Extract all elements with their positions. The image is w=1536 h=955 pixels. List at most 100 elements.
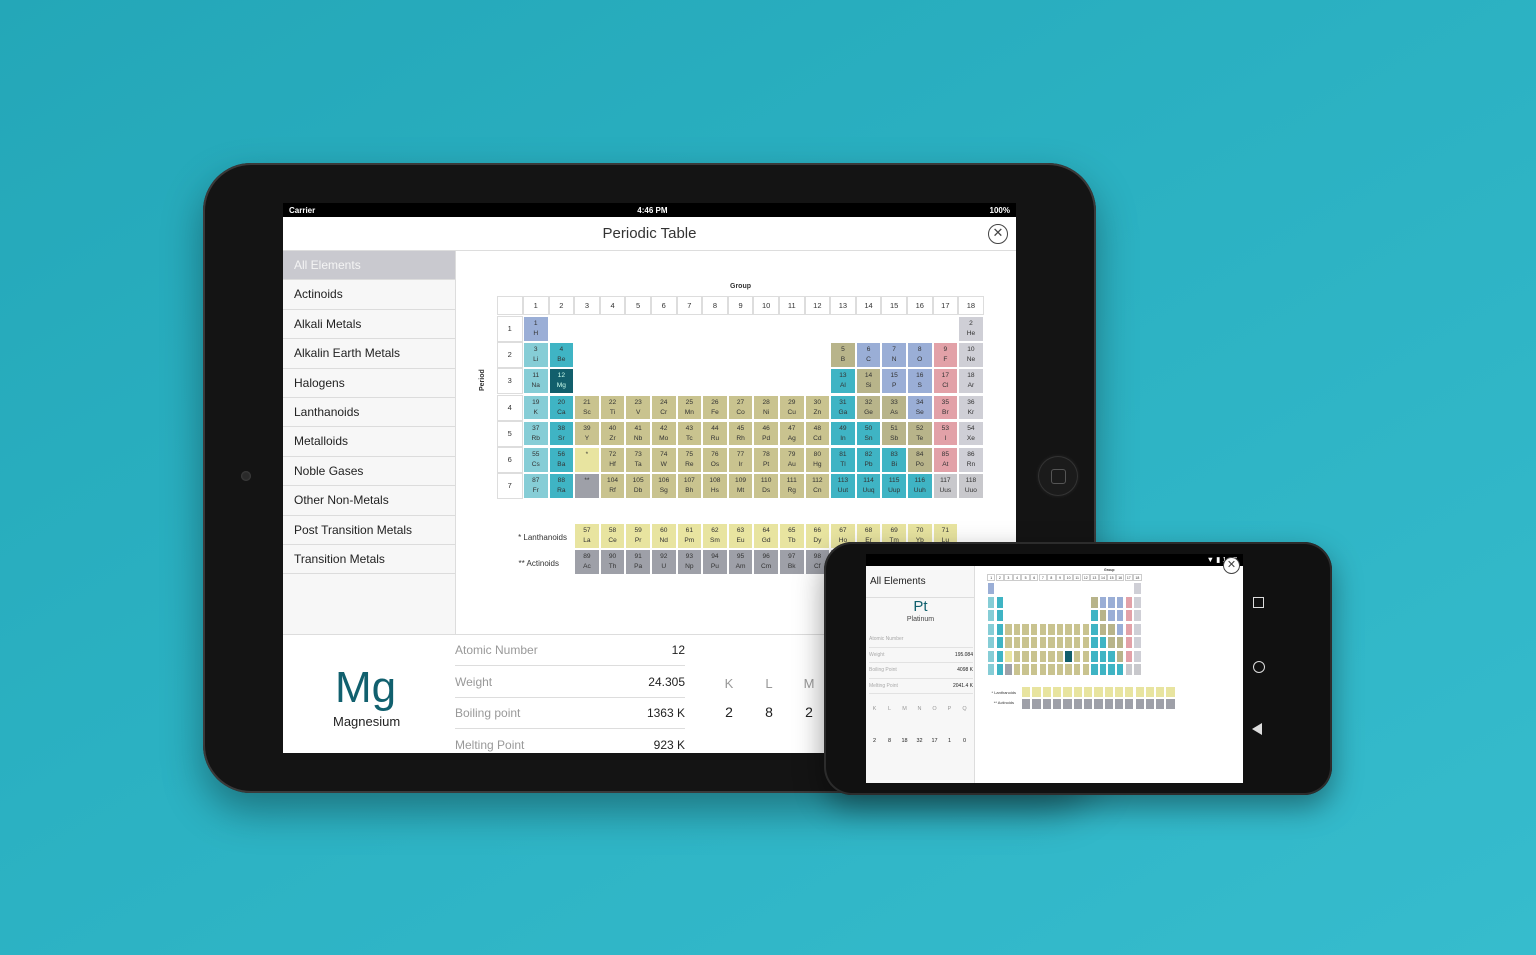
- element-cell-i[interactable]: 53 I: [932, 420, 959, 447]
- element-cell-ti[interactable]: 22 Ti: [599, 394, 626, 421]
- phone-element-cell[interactable]: [995, 622, 1004, 636]
- phone-element-cell[interactable]: [1107, 636, 1116, 649]
- element-cell-he[interactable]: 2 He: [958, 316, 984, 342]
- phone-lanthanoid-cell[interactable]: [1093, 686, 1104, 698]
- element-cell-rh[interactable]: 45 Rh: [727, 420, 754, 447]
- phone-element-cell[interactable]: [1055, 622, 1065, 636]
- phone-element-cell[interactable]: [1107, 595, 1116, 609]
- element-cell-au[interactable]: 79 Au: [779, 447, 805, 473]
- element-cell-th[interactable]: 90 Th: [599, 549, 626, 575]
- element-cell-nd[interactable]: 60 Nd: [651, 523, 677, 549]
- element-cell-ce[interactable]: 58 Ce: [599, 523, 626, 549]
- phone-element-cell[interactable]: [1055, 663, 1065, 676]
- phone-element-cell[interactable]: [1038, 663, 1047, 676]
- element-cell-pm[interactable]: 61 Pm: [676, 523, 703, 549]
- phone-element-cell[interactable]: [995, 649, 1004, 663]
- element-cell-pd[interactable]: 46 Pd: [753, 420, 779, 447]
- phone-element-cell[interactable]: [995, 609, 1004, 622]
- phone-element-cell[interactable]: [1081, 636, 1090, 649]
- element-cell-na[interactable]: 11 Na: [523, 368, 549, 394]
- element-cell-rb[interactable]: 37 Rb: [523, 420, 549, 447]
- phone-element-cell[interactable]: [1116, 649, 1125, 663]
- element-cell-gd[interactable]: 64 Gd: [753, 523, 779, 549]
- phone-element-cell[interactable]: [1090, 636, 1099, 649]
- element-cell-tb[interactable]: 65 Tb: [779, 523, 805, 549]
- phone-actinoid-cell[interactable]: [1113, 698, 1125, 710]
- element-cell-nb[interactable]: 41 Nb: [625, 420, 651, 447]
- phone-element-cell[interactable]: [1064, 636, 1073, 649]
- element-cell-uuh[interactable]: 116 Uuh: [907, 473, 933, 499]
- phone-lanthanoid-cell[interactable]: [1165, 686, 1176, 698]
- element-cell-li[interactable]: 3 Li: [523, 342, 549, 368]
- phone-element-cell[interactable]: [1107, 609, 1116, 622]
- element-cell-sr[interactable]: 38 Sr: [548, 420, 575, 447]
- home-nav-icon[interactable]: [1253, 661, 1265, 673]
- phone-element-cell[interactable]: [987, 622, 996, 636]
- phone-element-cell[interactable]: [1090, 595, 1099, 609]
- phone-actinoid-cell[interactable]: [1072, 698, 1083, 710]
- phone-element-cell[interactable]: [1012, 636, 1022, 649]
- element-cell-bk[interactable]: 97 Bk: [779, 549, 805, 575]
- phone-element-cell[interactable]: [1133, 609, 1142, 622]
- element-cell-ir[interactable]: 77 Ir: [727, 447, 754, 473]
- phone-element-cell[interactable]: [1047, 622, 1056, 636]
- sidebar-item-alkalin-earth-metals[interactable]: Alkalin Earth Metals: [283, 339, 455, 369]
- element-cell-xe[interactable]: 54 Xe: [958, 420, 984, 447]
- phone-element-cell[interactable]: [1133, 582, 1142, 595]
- element-cell-k[interactable]: 19 K: [523, 394, 549, 421]
- element-cell-db[interactable]: 105 Db: [625, 473, 651, 499]
- phone-element-cell[interactable]: [1081, 663, 1090, 676]
- phone-element-cell[interactable]: [1081, 622, 1090, 636]
- element-cell-pt[interactable]: 78 Pt: [753, 447, 779, 473]
- phone-element-cell[interactable]: [987, 582, 996, 595]
- element-cell-uuo[interactable]: 118 Uuo: [958, 473, 984, 499]
- element-cell-np[interactable]: 93 Np: [676, 549, 703, 575]
- element-cell-mn[interactable]: 25 Mn: [676, 394, 703, 421]
- element-cell-ar[interactable]: 18 Ar: [958, 368, 984, 394]
- element-cell-fr[interactable]: 87 Fr: [523, 473, 549, 499]
- phone-element-cell[interactable]: [1064, 663, 1073, 676]
- phone-element-cell[interactable]: [1090, 609, 1099, 622]
- element-cell-os[interactable]: 76 Os: [702, 447, 728, 473]
- element-cell-v[interactable]: 23 V: [625, 394, 651, 421]
- element-cell-ag[interactable]: 47 Ag: [779, 420, 805, 447]
- phone-lanthanoid-cell[interactable]: [1062, 686, 1073, 698]
- phone-element-cell[interactable]: [1004, 622, 1013, 636]
- phone-element-cell[interactable]: [1073, 649, 1082, 663]
- phone-element-cell[interactable]: [1004, 663, 1013, 676]
- phone-element-cell[interactable]: [987, 663, 996, 676]
- element-cell-la[interactable]: 57 La: [574, 523, 600, 549]
- phone-element-cell[interactable]: [1047, 636, 1056, 649]
- element-cell-uuq[interactable]: 114 Uuq: [855, 473, 882, 499]
- phone-element-cell[interactable]: [1055, 649, 1065, 663]
- phone-element-cell[interactable]: [1064, 649, 1073, 663]
- phone-element-cell[interactable]: [1055, 636, 1065, 649]
- element-cell-in[interactable]: 49 In: [830, 420, 856, 447]
- phone-actinoid-cell[interactable]: [1144, 698, 1156, 710]
- phone-element-cell[interactable]: [1116, 609, 1125, 622]
- element-cell-mg[interactable]: 12 Mg: [548, 368, 575, 394]
- phone-element-cell[interactable]: [987, 649, 996, 663]
- phone-element-cell[interactable]: [1004, 649, 1013, 663]
- element-cell-ru[interactable]: 44 Ru: [702, 420, 728, 447]
- element-cell-bi[interactable]: 83 Bi: [881, 447, 907, 473]
- element-cell-uut[interactable]: 113 Uut: [830, 473, 856, 499]
- element-cell-uus[interactable]: 117 Uus: [932, 473, 959, 499]
- phone-actinoid-cell[interactable]: [1124, 698, 1135, 710]
- element-cell-mt[interactable]: 109 Mt: [727, 473, 754, 499]
- phone-element-cell[interactable]: [1021, 649, 1030, 663]
- element-cell-ds[interactable]: 110 Ds: [753, 473, 779, 499]
- phone-element-cell[interactable]: [1038, 622, 1047, 636]
- element-cell-hg[interactable]: 80 Hg: [804, 447, 831, 473]
- element-cell-rg[interactable]: 111 Rg: [779, 473, 805, 499]
- phone-element-cell[interactable]: [1116, 636, 1125, 649]
- phone-element-cell[interactable]: [1073, 636, 1082, 649]
- element-cell-br[interactable]: 35 Br: [932, 394, 959, 421]
- element-cell-ta[interactable]: 73 Ta: [625, 447, 651, 473]
- element-cell-tc[interactable]: 43 Tc: [676, 420, 703, 447]
- phone-actinoid-cell[interactable]: [1021, 698, 1032, 710]
- element-cell-cl[interactable]: 17 Cl: [932, 368, 959, 394]
